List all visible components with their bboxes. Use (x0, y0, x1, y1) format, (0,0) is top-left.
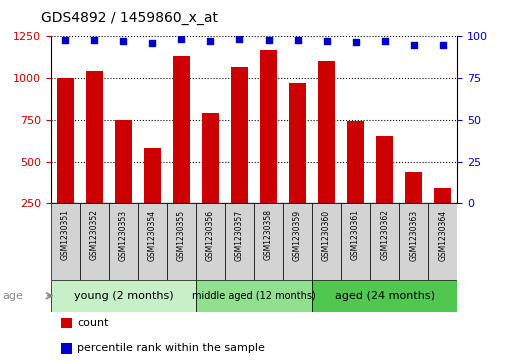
Bar (173, 56, 190, 245)
Text: GSM1230352: GSM1230352 (90, 209, 99, 260)
Text: GSM1230356: GSM1230356 (206, 209, 215, 261)
Point (119, 38, 128, 44)
Bar (225, 203, 254, 280)
Point (323, 38, 331, 44)
Bar (138, 203, 167, 280)
Point (409, 42, 418, 48)
Bar (428, 203, 457, 280)
Bar (254, 203, 283, 280)
Bar (51, 203, 80, 280)
Point (294, 37, 302, 42)
Text: GSM1230362: GSM1230362 (380, 209, 389, 260)
Bar (144, 148, 161, 245)
Bar (109, 203, 138, 280)
Bar (312, 280, 457, 312)
Text: GSM1230364: GSM1230364 (438, 209, 447, 261)
Bar (260, 50, 277, 245)
Bar (51, 280, 196, 312)
Bar (434, 188, 452, 245)
Text: GSM1230361: GSM1230361 (351, 209, 360, 260)
Bar (86, 71, 103, 245)
Text: GSM1230360: GSM1230360 (322, 209, 331, 261)
Bar (341, 203, 370, 280)
Bar (289, 83, 306, 245)
Bar (405, 172, 422, 245)
Bar (318, 61, 335, 245)
Bar (376, 136, 393, 245)
Bar (399, 203, 428, 280)
Point (206, 38, 214, 44)
Text: GSM1230353: GSM1230353 (119, 209, 128, 261)
Bar (231, 67, 248, 245)
Bar (196, 280, 312, 312)
Point (235, 36, 243, 42)
Bar (312, 203, 341, 280)
Text: GSM1230351: GSM1230351 (61, 209, 70, 260)
Text: percentile rank within the sample: percentile rank within the sample (77, 343, 265, 354)
Text: GSM1230357: GSM1230357 (235, 209, 244, 261)
Point (177, 36, 185, 42)
Bar (196, 203, 225, 280)
Text: young (2 months): young (2 months) (74, 291, 173, 301)
Bar (167, 203, 196, 280)
Text: GDS4892 / 1459860_x_at: GDS4892 / 1459860_x_at (41, 11, 217, 25)
Text: GSM1230354: GSM1230354 (148, 209, 157, 261)
Point (148, 40, 156, 46)
Point (265, 37, 273, 42)
Text: count: count (77, 318, 109, 328)
Point (90, 37, 99, 42)
Text: age: age (3, 291, 23, 301)
Bar (115, 120, 132, 245)
Text: GSM1230363: GSM1230363 (409, 209, 418, 261)
Bar (80, 203, 109, 280)
Point (438, 42, 447, 48)
Bar (370, 203, 399, 280)
Bar (347, 122, 364, 245)
Text: GSM1230359: GSM1230359 (293, 209, 302, 261)
Bar (202, 113, 219, 245)
Bar (283, 203, 312, 280)
Text: GSM1230358: GSM1230358 (264, 209, 273, 260)
Text: GSM1230355: GSM1230355 (177, 209, 186, 261)
Point (380, 38, 389, 44)
Text: aged (24 months): aged (24 months) (335, 291, 435, 301)
Text: middle aged (12 months): middle aged (12 months) (192, 291, 316, 301)
Bar (56, 78, 74, 245)
Point (352, 39, 360, 45)
Point (61, 37, 70, 42)
